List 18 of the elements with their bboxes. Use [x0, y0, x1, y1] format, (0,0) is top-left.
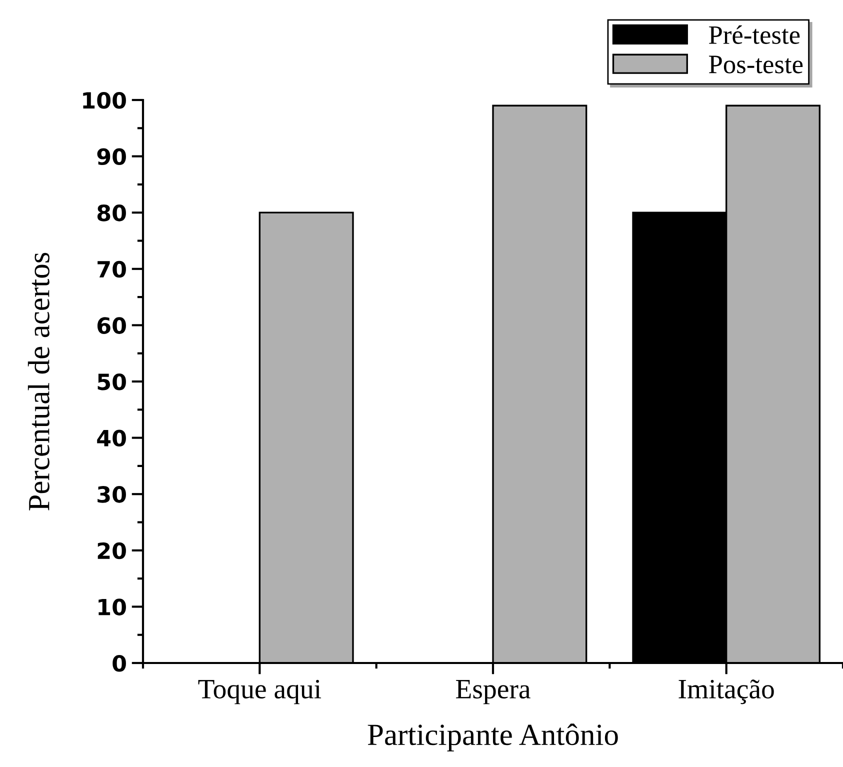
y-tick-label: 10	[98, 598, 126, 616]
x-tick-label: Espera	[456, 680, 530, 704]
y-tick-label: 20	[98, 542, 126, 560]
y-tick-label: 40	[97, 430, 126, 447]
x-tick-label: Toque aqui	[198, 680, 322, 704]
x-tick-label: Imitação	[678, 680, 774, 704]
legend-label: Pos-teste	[709, 56, 803, 74]
y-tick-label: 50	[98, 373, 126, 390]
y-tick-label: 100	[83, 92, 126, 109]
y-tick-label: 90	[97, 148, 126, 166]
y-tick-label: 60	[97, 317, 126, 334]
y-tick-label: 70	[98, 260, 126, 278]
x-axis-title: Participante Antônio	[368, 724, 618, 752]
y-axis-title: Percentual de acertos	[28, 252, 50, 510]
y-tick-label: 0	[112, 654, 126, 672]
legend-label: Pré-teste	[709, 25, 800, 44]
y-tick-label: 80	[97, 204, 126, 222]
y-tick-label: 30	[98, 486, 126, 503]
